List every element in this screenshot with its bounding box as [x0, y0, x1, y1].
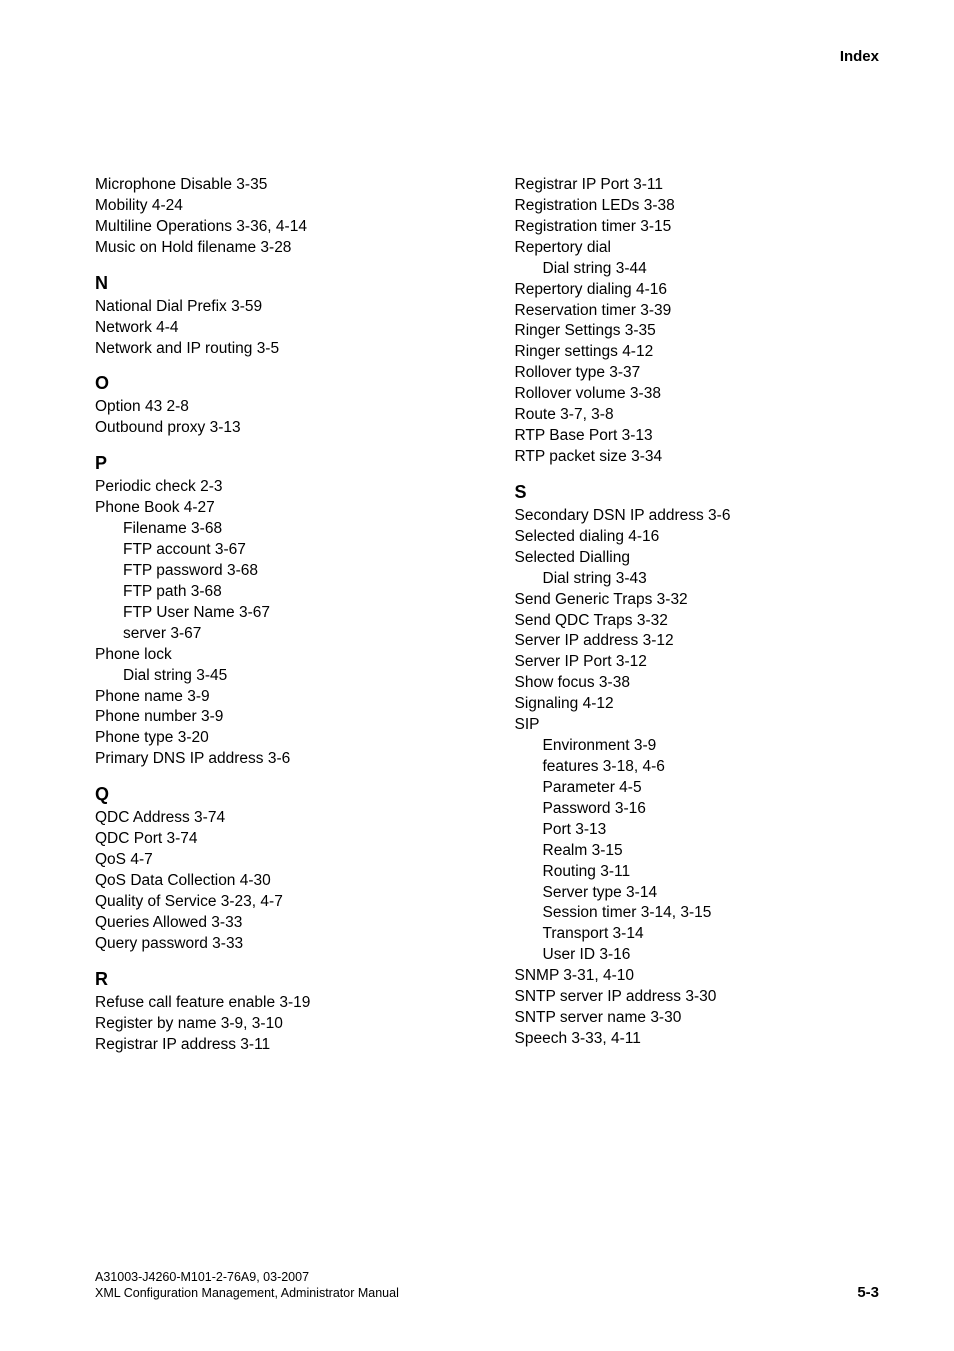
index-entry: Session timer 3-14, 3-15	[515, 903, 880, 924]
index-entry: Server IP Port 3-12	[515, 652, 880, 673]
index-entry: Realm 3-15	[515, 841, 880, 862]
index-entry: Quality of Service 3-23, 4-7	[95, 892, 460, 913]
index-entry: Route 3-7, 3-8	[515, 405, 880, 426]
index-entry: Repertory dial	[515, 238, 880, 259]
index-entry: Dial string 3-44	[515, 259, 880, 280]
index-entry: Query password 3-33	[95, 934, 460, 955]
index-section-heading: N	[95, 273, 460, 294]
page-header-title: Index	[840, 48, 879, 65]
index-entry: Phone name 3-9	[95, 687, 460, 708]
index-entry: National Dial Prefix 3-59	[95, 297, 460, 318]
index-entry: Parameter 4-5	[515, 778, 880, 799]
index-entry: Registrar IP Port 3-11	[515, 175, 880, 196]
index-entry: Outbound proxy 3-13	[95, 418, 460, 439]
index-entry: Selected dialing 4-16	[515, 527, 880, 548]
index-entry: Dial string 3-43	[515, 569, 880, 590]
index-entry: Port 3-13	[515, 820, 880, 841]
index-entry: Server type 3-14	[515, 883, 880, 904]
index-entry: Reservation timer 3-39	[515, 301, 880, 322]
index-entry: Network 4-4	[95, 318, 460, 339]
index-entry: SNMP 3-31, 4-10	[515, 966, 880, 987]
index-entry: Option 43 2-8	[95, 397, 460, 418]
index-entry: User ID 3-16	[515, 945, 880, 966]
index-section-heading: R	[95, 969, 460, 990]
index-section-heading: S	[515, 482, 880, 503]
index-entry: FTP User Name 3-67	[95, 603, 460, 624]
index-entry: QoS Data Collection 4-30	[95, 871, 460, 892]
index-entry: Primary DNS IP address 3-6	[95, 749, 460, 770]
index-entry: Ringer settings 4-12	[515, 342, 880, 363]
index-entry: Mobility 4-24	[95, 196, 460, 217]
index-entry: Dial string 3-45	[95, 666, 460, 687]
footer-page-number: 5-3	[857, 1284, 879, 1301]
index-entry: Send Generic Traps 3-32	[515, 590, 880, 611]
index-section-heading: P	[95, 453, 460, 474]
page-footer: A31003-J4260-M101-2-76A9, 03-2007 XML Co…	[95, 1269, 879, 1302]
index-entry: QDC Port 3-74	[95, 829, 460, 850]
footer-doc-id: A31003-J4260-M101-2-76A9, 03-2007	[95, 1269, 879, 1285]
index-entry: Password 3-16	[515, 799, 880, 820]
index-entry: Rollover type 3-37	[515, 363, 880, 384]
index-entry: FTP path 3-68	[95, 582, 460, 603]
index-entry: Registration timer 3-15	[515, 217, 880, 238]
index-section-heading: O	[95, 373, 460, 394]
index-entry: Registration LEDs 3-38	[515, 196, 880, 217]
index-entry: Phone type 3-20	[95, 728, 460, 749]
index-entry: Multiline Operations 3-36, 4-14	[95, 217, 460, 238]
index-entry: Signaling 4-12	[515, 694, 880, 715]
index-entry: Server IP address 3-12	[515, 631, 880, 652]
index-entry: Repertory dialing 4-16	[515, 280, 880, 301]
index-entry: FTP account 3-67	[95, 540, 460, 561]
index-entry: Phone number 3-9	[95, 707, 460, 728]
index-entry: Phone Book 4-27	[95, 498, 460, 519]
index-entry: Filename 3-68	[95, 519, 460, 540]
index-entry: Send QDC Traps 3-32	[515, 611, 880, 632]
index-entry: FTP password 3-68	[95, 561, 460, 582]
index-entry: Environment 3-9	[515, 736, 880, 757]
index-entry: SNTP server IP address 3-30	[515, 987, 880, 1008]
index-entry: Network and IP routing 3-5	[95, 339, 460, 360]
index-entry: Microphone Disable 3-35	[95, 175, 460, 196]
left-column: Microphone Disable 3-35Mobility 4-24Mult…	[95, 175, 460, 1055]
index-entry: Show focus 3-38	[515, 673, 880, 694]
index-entry: QoS 4-7	[95, 850, 460, 871]
index-entry: Music on Hold filename 3-28	[95, 238, 460, 259]
index-entry: Speech 3-33, 4-11	[515, 1029, 880, 1050]
index-section-heading: Q	[95, 784, 460, 805]
index-entry: Periodic check 2-3	[95, 477, 460, 498]
index-content: Microphone Disable 3-35Mobility 4-24Mult…	[95, 175, 879, 1055]
index-entry: Rollover volume 3-38	[515, 384, 880, 405]
index-entry: Queries Allowed 3-33	[95, 913, 460, 934]
right-column: Registrar IP Port 3-11Registration LEDs …	[515, 175, 880, 1055]
index-entry: Transport 3-14	[515, 924, 880, 945]
index-entry: Registrar IP address 3-11	[95, 1035, 460, 1056]
index-entry: RTP Base Port 3-13	[515, 426, 880, 447]
index-entry: Phone lock	[95, 645, 460, 666]
index-entry: RTP packet size 3-34	[515, 447, 880, 468]
index-entry: Register by name 3-9, 3-10	[95, 1014, 460, 1035]
index-entry: Secondary DSN IP address 3-6	[515, 506, 880, 527]
index-entry: SNTP server name 3-30	[515, 1008, 880, 1029]
index-entry: Routing 3-11	[515, 862, 880, 883]
index-entry: Ringer Settings 3-35	[515, 321, 880, 342]
index-entry: Selected Dialling	[515, 548, 880, 569]
index-entry: Refuse call feature enable 3-19	[95, 993, 460, 1014]
footer-doc-title: XML Configuration Management, Administra…	[95, 1285, 879, 1301]
index-entry: SIP	[515, 715, 880, 736]
index-entry: QDC Address 3-74	[95, 808, 460, 829]
index-entry: server 3-67	[95, 624, 460, 645]
index-entry: features 3-18, 4-6	[515, 757, 880, 778]
